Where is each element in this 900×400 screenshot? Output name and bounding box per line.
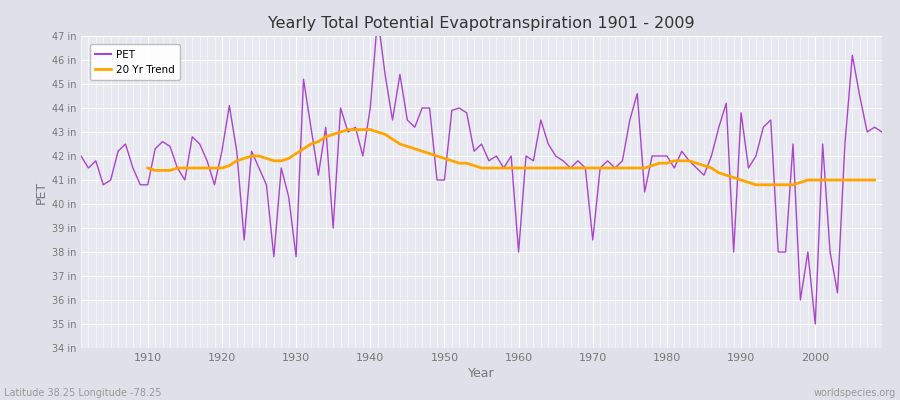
Text: worldspecies.org: worldspecies.org — [814, 388, 896, 398]
X-axis label: Year: Year — [468, 367, 495, 380]
Y-axis label: PET: PET — [34, 180, 48, 204]
Title: Yearly Total Potential Evapotranspiration 1901 - 2009: Yearly Total Potential Evapotranspiratio… — [268, 16, 695, 31]
Text: Latitude 38.25 Longitude -78.25: Latitude 38.25 Longitude -78.25 — [4, 388, 162, 398]
Legend: PET, 20 Yr Trend: PET, 20 Yr Trend — [90, 44, 180, 80]
